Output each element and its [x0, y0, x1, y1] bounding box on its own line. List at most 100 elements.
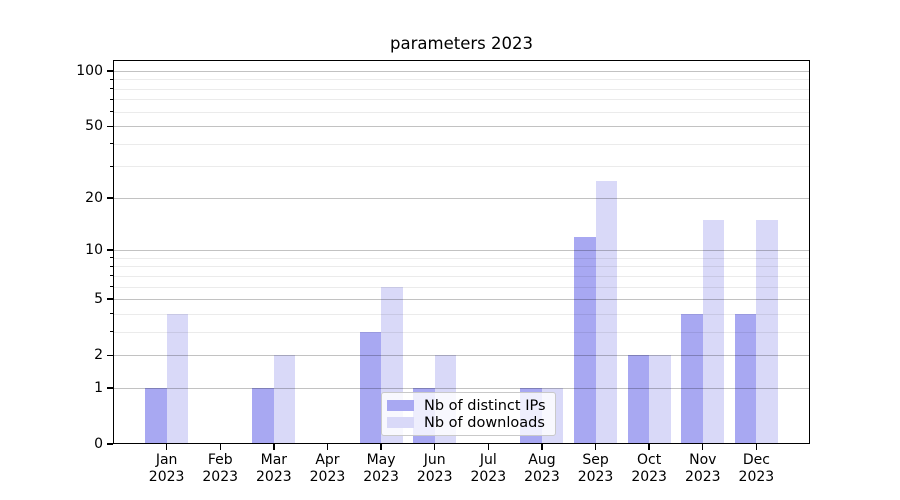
- y-axis-minor-tick: [110, 165, 113, 167]
- y-axis-minor-tick: [110, 98, 113, 100]
- y-axis-label: 10: [85, 242, 103, 259]
- y-axis-label: 50: [85, 118, 103, 135]
- y-axis-minor-tick: [110, 313, 113, 315]
- y-axis-tick: [107, 443, 113, 445]
- bar-jan-distinct-ips: [145, 387, 167, 444]
- x-axis-label-year: 2023: [256, 469, 292, 485]
- gridline-major: [113, 197, 810, 199]
- gridline-minor: [113, 111, 810, 113]
- x-axis-tick: [702, 444, 704, 450]
- gridline-minor: [113, 166, 810, 168]
- y-axis-label: 5: [94, 291, 103, 308]
- x-axis-tick: [433, 444, 436, 450]
- gridline-major: [113, 299, 810, 301]
- bar-sep-downloads: [595, 180, 618, 444]
- y-axis-tick: [107, 298, 113, 300]
- x-axis-tick: [594, 444, 597, 450]
- gridline-minor: [113, 88, 810, 90]
- y-axis-minor-tick: [110, 275, 113, 277]
- bar-mar-distinct-ips: [252, 387, 274, 444]
- bar-oct-downloads: [649, 355, 671, 444]
- x-axis-label-year: 2023: [524, 469, 560, 485]
- x-axis-label: Jan 2023: [137, 452, 197, 486]
- gridline-minor: [113, 79, 810, 81]
- y-axis-tick: [107, 387, 113, 389]
- gridline-minor: [113, 275, 810, 277]
- bar-dec-distinct-ips: [734, 313, 757, 444]
- x-axis-label-year: 2023: [470, 469, 507, 485]
- x-axis-label: Aug 2023: [512, 452, 572, 486]
- x-axis-label-year: 2023: [202, 469, 239, 485]
- gridline-minor: [113, 331, 810, 333]
- x-axis-label-year: 2023: [577, 469, 614, 485]
- bar-jan-downloads: [166, 313, 189, 444]
- x-axis-label: Oct 2023: [619, 452, 679, 486]
- x-axis-tick: [541, 444, 543, 450]
- bar-dec-downloads: [756, 219, 778, 444]
- gridline-major: [113, 250, 810, 252]
- bar-oct-distinct-ips: [627, 355, 650, 444]
- gridline-minor: [113, 143, 810, 145]
- gridline-minor: [113, 313, 810, 315]
- gridline-minor: [113, 266, 810, 268]
- y-axis-tick: [107, 197, 113, 199]
- x-axis-label: Mar 2023: [244, 452, 304, 486]
- y-axis-minor-tick: [110, 143, 113, 145]
- gridline-minor: [113, 257, 810, 259]
- y-axis-label: 20: [85, 189, 103, 206]
- gridline-major: [113, 387, 810, 389]
- y-axis-minor-tick: [110, 331, 113, 333]
- bar-mar-downloads: [273, 355, 296, 444]
- x-axis-tick: [273, 444, 275, 450]
- x-axis-tick: [755, 444, 758, 450]
- x-axis-tick: [487, 444, 489, 450]
- y-axis-minor-tick: [110, 265, 113, 267]
- y-axis-minor-tick: [110, 78, 113, 80]
- gridline-minor: [113, 286, 810, 288]
- bar-may-distinct-ips: [359, 331, 382, 444]
- legend-label-distinct-ips: Nb of distinct IPs: [424, 397, 546, 414]
- x-axis-label-year: 2023: [309, 469, 346, 485]
- legend-swatch-distinct-ips: [387, 400, 414, 411]
- x-axis-label: Sep 2023: [566, 452, 626, 486]
- y-axis-tick: [107, 249, 113, 251]
- chart-title: parameters 2023: [390, 34, 533, 53]
- y-axis-label: 2: [94, 347, 103, 364]
- x-axis-label-year: 2023: [363, 469, 399, 485]
- y-axis-label: 1: [94, 379, 103, 396]
- x-axis-label: Jul 2023: [458, 452, 518, 486]
- x-axis-tick: [326, 444, 329, 450]
- x-axis-tick: [219, 444, 221, 450]
- y-axis-minor-tick: [110, 257, 113, 259]
- bar-nov-downloads: [702, 219, 725, 444]
- x-axis-label-year: 2023: [684, 469, 721, 485]
- x-axis-label: Jun 2023: [405, 452, 465, 486]
- bar-nov-distinct-ips: [681, 313, 703, 444]
- x-axis-tick: [648, 444, 650, 450]
- gridline-major: [113, 126, 810, 128]
- x-axis-label-year: 2023: [738, 469, 775, 485]
- legend-entry-downloads: Nb of downloads: [387, 414, 546, 431]
- x-axis-label: Nov 2023: [673, 452, 733, 486]
- gridline-major: [113, 71, 810, 72]
- legend-entry-distinct-ips: Nb of distinct IPs: [387, 397, 546, 414]
- x-axis-tick: [380, 444, 382, 450]
- y-axis-label: 0: [94, 436, 103, 452]
- y-axis-label: 100: [76, 63, 103, 79]
- x-axis-label: Apr 2023: [297, 452, 357, 486]
- x-axis-tick: [165, 444, 168, 450]
- x-axis-label-year: 2023: [148, 469, 185, 485]
- y-axis-minor-tick: [110, 111, 113, 113]
- x-axis-label-year: 2023: [416, 469, 453, 485]
- x-axis-label: Feb 2023: [190, 452, 250, 486]
- y-axis-minor-tick: [110, 286, 113, 288]
- x-axis-label: May 2023: [351, 452, 411, 486]
- gridline-minor: [113, 99, 810, 101]
- x-axis-label-year: 2023: [631, 469, 667, 485]
- bar-sep-distinct-ips: [574, 236, 596, 444]
- legend-label-downloads: Nb of downloads: [424, 414, 545, 431]
- legend: Nb of distinct IPs Nb of downloads: [381, 392, 556, 436]
- y-axis-tick: [107, 70, 113, 72]
- y-axis-tick: [107, 125, 113, 127]
